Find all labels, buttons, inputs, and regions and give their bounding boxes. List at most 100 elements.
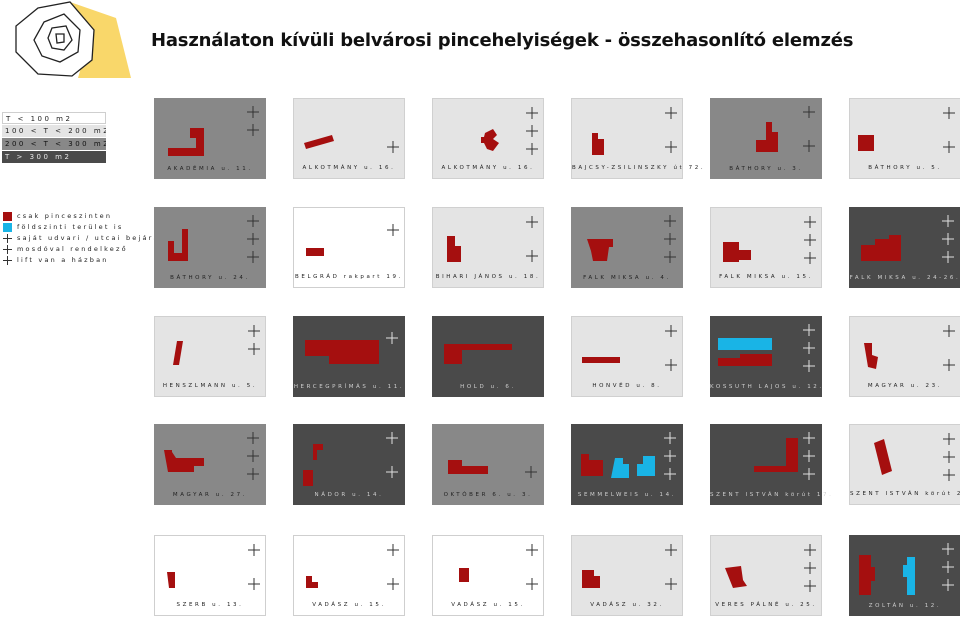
plus-icon xyxy=(248,325,260,337)
site-card: AKADÉMIA u. 11. xyxy=(154,98,266,179)
symbol-legend-label: mosdóval rendelkező xyxy=(17,245,128,253)
plus-icon xyxy=(386,332,398,344)
plus-icon xyxy=(803,106,815,118)
plus-icon xyxy=(803,450,815,462)
plus-icon xyxy=(804,544,816,556)
site-card: KOSSUTH LAJOS u. 12. xyxy=(710,316,822,397)
symbol-legend-label: földszinti terület is xyxy=(17,223,124,231)
basement-area xyxy=(740,354,772,358)
plus-icon xyxy=(803,468,815,480)
card-address-label: VERES PÁLNÉ u. 25. xyxy=(715,602,817,608)
plus-icon xyxy=(943,469,955,481)
basement-area xyxy=(861,235,901,261)
card-address-label: OKTÓBER 6. u. 3. xyxy=(443,492,533,498)
card-address-label: SZENT ISTVÁN körút 27. xyxy=(850,491,960,497)
site-card: SEMMELWEIS u. 14. xyxy=(571,424,683,505)
plus-icon xyxy=(803,432,815,444)
card-address-label: SZERB u. 13. xyxy=(176,602,244,608)
plus-icon xyxy=(943,451,955,463)
symbol-legend-row: lift van a házban xyxy=(3,255,164,266)
card-address-label: AKADÉMIA u. 11. xyxy=(167,166,253,172)
card-address-label: FALK MIKSA u. 15. xyxy=(719,274,813,280)
plus-icon xyxy=(247,468,259,480)
plus-icon xyxy=(3,256,12,265)
site-card: BÁTHORY u. 5. xyxy=(849,98,960,179)
basement-area xyxy=(304,135,334,149)
floor-plan xyxy=(874,433,955,481)
size-legend-row: 100 < T < 200 m2 xyxy=(2,125,106,137)
plus-icon xyxy=(247,450,259,462)
plus-icon xyxy=(942,233,954,245)
site-card: NÁDOR u. 14. xyxy=(293,424,405,505)
site-card: VERES PÁLNÉ u. 25. xyxy=(710,535,822,616)
basement-area xyxy=(587,239,613,261)
plus-icon xyxy=(387,578,399,590)
site-card: HONVÉD u. 8. xyxy=(571,316,683,397)
card-address-label: HOLD u. 6. xyxy=(460,384,516,390)
plus-icon xyxy=(665,544,677,556)
basement-swatch-icon xyxy=(3,212,12,221)
site-card: BELGRÁD rakpart 19. xyxy=(293,207,405,288)
plus-icon xyxy=(664,468,676,480)
symbol-legend-label: saját udvari / utcai bejárat xyxy=(17,234,165,242)
floor-plan xyxy=(718,324,815,372)
basement-area xyxy=(858,135,874,151)
plus-icon xyxy=(526,578,538,590)
card-address-label: BAJCSY-ZSILINSZKY út 72. xyxy=(572,165,706,171)
floor-plan xyxy=(864,325,955,371)
plus-icon xyxy=(664,233,676,245)
plus-icon xyxy=(526,250,538,262)
floor-plan xyxy=(164,432,259,480)
floor-plan xyxy=(447,216,538,262)
floor-plan xyxy=(448,460,537,478)
floor-plan xyxy=(444,344,512,364)
card-address-label: VADÁSZ u. 15. xyxy=(312,602,386,608)
card-address-label: BÁTHORY u. 5. xyxy=(868,165,942,171)
plus-icon xyxy=(525,466,537,478)
symbol-legend-row: saját udvari / utcai bejárat xyxy=(3,233,164,244)
plus-icon xyxy=(804,562,816,574)
basement-area xyxy=(173,341,183,365)
plus-icon xyxy=(803,360,815,372)
floor-plan xyxy=(305,332,398,364)
plus-icon xyxy=(387,224,399,236)
card-address-label: ZOLTÁN u. 12. xyxy=(868,603,942,609)
card-address-label: SEMMELWEIS u. 14. xyxy=(577,492,677,498)
plus-icon xyxy=(664,215,676,227)
site-card: SZENT ISTVÁN körút 27. xyxy=(849,424,960,505)
symbol-legend-label: lift van a házban xyxy=(17,256,109,264)
plus-icon xyxy=(247,432,259,444)
ground-floor-area xyxy=(718,338,772,350)
card-address-label: FALK MIKSA u. 4. xyxy=(583,275,671,281)
plus-icon xyxy=(665,359,677,371)
plus-icon xyxy=(943,359,955,371)
plus-icon xyxy=(665,141,677,153)
plus-icon xyxy=(247,251,259,263)
floor-plan xyxy=(306,544,399,590)
plus-icon xyxy=(804,234,816,246)
basement-area xyxy=(305,340,379,364)
site-card: BIHARI JÁNOS u. 18. xyxy=(432,207,544,288)
plus-icon xyxy=(526,107,538,119)
basement-area xyxy=(306,576,318,588)
plus-icon xyxy=(247,233,259,245)
logo-spiral-icon xyxy=(15,1,131,78)
basement-area xyxy=(303,444,323,486)
card-address-label: FALK MIKSA u. 24-26. xyxy=(849,275,960,281)
plus-icon xyxy=(942,543,954,555)
basement-area xyxy=(582,570,600,588)
floor-plan xyxy=(303,432,398,486)
plus-icon xyxy=(526,125,538,137)
basement-area xyxy=(718,358,772,366)
plus-icon xyxy=(386,432,398,444)
symbol-legend: csak pinceszinten földszinti terület is sa… xyxy=(3,211,164,266)
size-legend-row: T > 300 m2 xyxy=(2,151,106,163)
site-card: VADÁSZ u. 15. xyxy=(293,535,405,616)
plus-icon xyxy=(804,580,816,592)
site-card: BAJCSY-ZSILINSZKY út 72. xyxy=(571,98,706,179)
card-address-label: VADÁSZ u. 15. xyxy=(451,602,525,608)
floor-plan xyxy=(754,432,815,480)
site-card: VADÁSZ u. 32. xyxy=(571,535,683,616)
floor-plan xyxy=(723,216,816,264)
plus-icon xyxy=(526,216,538,228)
